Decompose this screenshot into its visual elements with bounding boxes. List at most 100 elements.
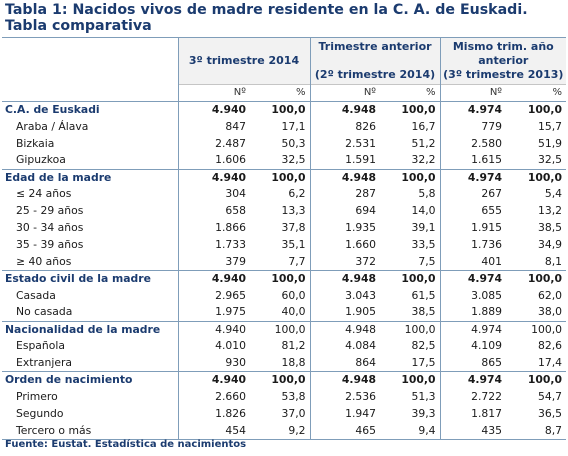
cell-count: 864 — [309, 354, 381, 372]
row-label: Araba / Álava — [16, 119, 89, 133]
cell-percent: 37,8 — [281, 221, 306, 235]
cell-percent: 100,0 — [380, 269, 441, 288]
cell-count: 826 — [309, 118, 381, 136]
cell-percent: 18,8 — [281, 356, 306, 370]
header-group-previous: Trimestre anterior (2º trimestre 2014) — [309, 37, 441, 85]
cell-percent: 100,0 — [506, 168, 567, 186]
cell-percent: 17,5 — [411, 356, 436, 370]
header-row-units: Nº % Nº % Nº % — [2, 84, 567, 102]
table-row: 30 - 34 años 1.866 37,8 1.935 39,1 1.915 38,5 — [2, 219, 566, 237]
cell-count: 379 — [177, 253, 250, 271]
cell-percent: 100,0 — [506, 320, 567, 338]
cell-percent: 13,3 — [281, 204, 306, 218]
cell-percent: 36,5 — [538, 406, 563, 420]
row-label: 35 - 39 años — [16, 238, 84, 252]
cell-percent: 38,5 — [538, 221, 563, 235]
cell-count: 2.965 — [177, 287, 250, 305]
cell-count: 267 — [439, 185, 507, 203]
table-row: Extranjera 930 18,8 864 17,5 865 17,4 — [2, 354, 566, 372]
cell-count: 1.947 — [309, 405, 381, 423]
cell-percent: 14,0 — [411, 204, 436, 218]
cell-count: 3.043 — [309, 287, 381, 305]
cell-count: 1.733 — [177, 236, 250, 254]
header-row-groups: 3º trimestre 2014 Trimestre anterior (2º… — [2, 37, 567, 85]
cell-percent: 13,2 — [538, 204, 563, 218]
row-label: 30 - 34 años — [16, 221, 84, 235]
cell-count: 694 — [309, 202, 381, 220]
cell-count: 4.974 — [439, 168, 507, 186]
cell-count: 4.974 — [439, 269, 507, 288]
cell-count: 4.940 — [177, 320, 250, 338]
cell-percent: 32,5 — [281, 153, 306, 167]
cell-percent: 7,7 — [288, 254, 306, 268]
section-row: Nacionalidad de la madre 4.940 100,0 4.948 1… — [2, 320, 567, 338]
source-footnote: Fuente: Eustat. Estadística de nacimient… — [5, 439, 247, 450]
cell-count: 4.940 — [177, 269, 250, 288]
cell-percent: 9,2 — [250, 422, 311, 440]
header-unit: Nº — [439, 84, 507, 102]
cell-percent: 34,9 — [538, 238, 563, 252]
table-row: 25 - 29 años 658 13,3 694 14,0 655 13,2 — [2, 202, 566, 220]
cell-percent: 40,0 — [281, 305, 306, 319]
table-body: C.A. de Euskadi 4.940 100,0 4.948 100,0 4.974… — [2, 101, 567, 440]
table-row: Bizkaia 2.487 50,3 2.531 51,2 2.580 51,9 — [2, 135, 566, 153]
table-row: ≤ 24 años 304 6,2 287 5,8 267 5,4 — [2, 185, 566, 203]
table-row: Gipuzkoa 1.606 32,5 1.591 32,2 1.615 32,5 — [2, 152, 566, 170]
cell-count: 1.606 — [177, 152, 250, 170]
cell-count: 865 — [439, 354, 507, 372]
cell-percent: 32,2 — [411, 153, 436, 167]
table-row: 35 - 39 años 1.733 35,1 1.660 33,5 1.736 34,9 — [2, 236, 566, 254]
section-label: Estado civil de la madre — [2, 269, 178, 288]
cell-percent: 100,0 — [250, 269, 311, 288]
header-unit: Nº — [309, 84, 381, 102]
cell-percent: 50,3 — [281, 136, 306, 150]
cell-count: 4.084 — [309, 337, 381, 355]
cell-count: 4.010 — [177, 337, 250, 355]
section-row: Estado civil de la madre 4.940 100,0 4.948 1… — [2, 269, 567, 288]
cell-count: 465 — [309, 422, 381, 440]
cell-count: 401 — [439, 253, 507, 271]
cell-count: 2.531 — [309, 135, 381, 153]
cell-percent: 100,0 — [506, 269, 567, 288]
header-group-year-ago: Mismo trim. año anterior (3º trimestre 2… — [439, 37, 567, 85]
cell-count: 1.889 — [439, 304, 507, 322]
cell-count: 454 — [177, 422, 250, 440]
table-row: ≥ 40 años 379 7,7 372 7,5 401 8,1 — [2, 253, 566, 271]
table-row: Araba / Álava 847 17,1 826 16,7 779 15,7 — [2, 118, 566, 136]
header-group-current: 3º trimestre 2014 — [177, 37, 311, 85]
cell-percent: 51,9 — [538, 136, 563, 150]
cell-percent: 81,2 — [281, 339, 306, 353]
cell-percent: 100,0 — [380, 168, 441, 186]
cell-count: 4.109 — [439, 337, 507, 355]
table-row: No casada 1.975 40,0 1.905 38,5 1.889 38,0 — [2, 304, 566, 322]
cell-percent: 5,4 — [544, 187, 563, 201]
cell-percent: 8,1 — [544, 254, 563, 268]
cell-count: 4.948 — [309, 371, 381, 389]
cell-percent: 51,3 — [411, 390, 436, 404]
header-corner-sub — [2, 84, 178, 102]
cell-count: 4.974 — [439, 101, 507, 119]
cell-percent: 35,1 — [281, 238, 306, 252]
cell-count: 779 — [439, 118, 507, 136]
row-label: Segundo — [16, 406, 64, 420]
cell-percent: 61,5 — [411, 288, 436, 302]
cell-percent: 38,0 — [538, 305, 563, 319]
cell-percent: 62,0 — [538, 288, 563, 302]
table-title: Tabla 1: Nacidos vivos de madre resident… — [5, 2, 528, 34]
cell-count: 1.975 — [177, 304, 250, 322]
row-label: Extranjera — [16, 356, 73, 370]
cell-count: 372 — [309, 253, 381, 271]
cell-percent: 16,7 — [411, 119, 436, 133]
cell-count: 1.905 — [309, 304, 381, 322]
cell-percent: 5,8 — [418, 187, 436, 201]
cell-count: 658 — [177, 202, 250, 220]
table-row: Casada 2.965 60,0 3.043 61,5 3.085 62,0 — [2, 287, 566, 305]
cell-count: 4.940 — [177, 168, 250, 186]
cell-percent: 100,0 — [506, 101, 567, 119]
cell-count: 1.826 — [177, 405, 250, 423]
cell-percent: 60,0 — [281, 288, 306, 302]
section-label: Nacionalidad de la madre — [2, 320, 178, 338]
row-label: No casada — [16, 305, 73, 319]
cell-count: 1.591 — [309, 152, 381, 170]
cell-percent: 37,0 — [281, 406, 306, 420]
